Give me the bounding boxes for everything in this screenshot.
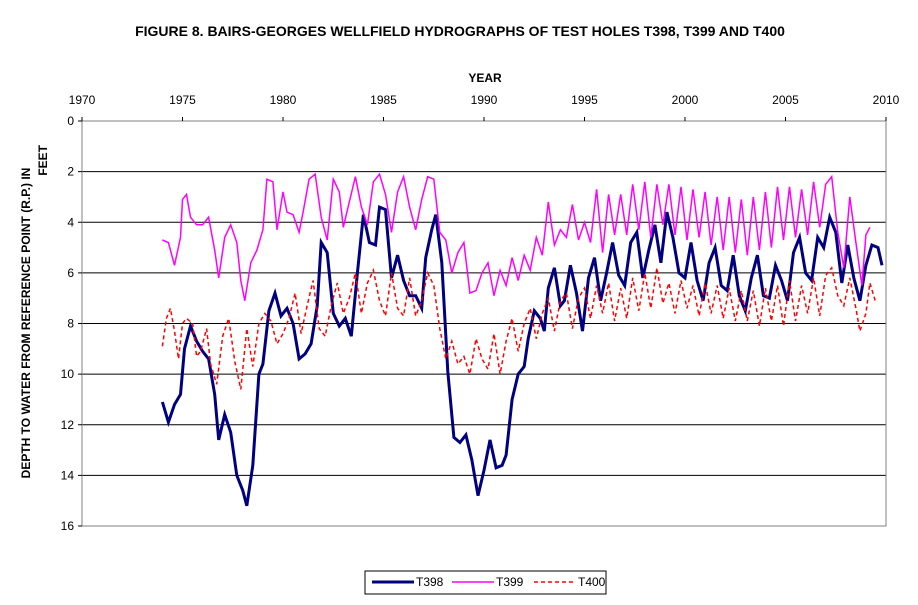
x-tick-label: 2005 xyxy=(772,93,799,107)
legend-label-t400: T400 xyxy=(578,575,606,589)
series-layer xyxy=(160,172,884,507)
y-axis: 0 2 4 6 8 10 12 14 16 xyxy=(61,114,82,533)
y-tick-label: 8 xyxy=(67,317,74,331)
y-axis-title-line2: FEET xyxy=(36,144,50,175)
y-tick-label: 14 xyxy=(61,468,75,482)
x-tick-label: 1970 xyxy=(69,93,96,107)
y-tick-label: 10 xyxy=(61,367,75,381)
x-tick-label: 1980 xyxy=(270,93,297,107)
gridlines xyxy=(82,171,886,476)
y-tick-label: 12 xyxy=(61,418,75,432)
series-line-t398 xyxy=(160,204,884,507)
y-tick-label: 16 xyxy=(61,519,75,533)
y-tick-label: 4 xyxy=(67,215,74,229)
legend-label-t399: T399 xyxy=(496,575,524,589)
y-axis-title-group: DEPTH TO WATER FROM REFERENCE POINT (R.P… xyxy=(19,144,50,478)
legend-label-t398: T398 xyxy=(416,575,444,589)
y-tick-label: 6 xyxy=(67,266,74,280)
x-axis-title: YEAR xyxy=(468,71,502,85)
series-line-t399 xyxy=(162,172,871,301)
x-tick-label: 2010 xyxy=(873,93,900,107)
chart-title: FIGURE 8. BAIRS-GEORGES WELLFIELD HYDROG… xyxy=(135,23,785,39)
x-axis: 1970 1975 1980 1985 1990 1995 2000 2005 2010 xyxy=(69,93,900,121)
x-tick-label: 1990 xyxy=(471,93,498,107)
y-tick-label: 2 xyxy=(67,165,74,179)
x-tick-label: 1995 xyxy=(571,93,598,107)
x-tick-label: 1985 xyxy=(370,93,397,107)
y-axis-title-line1: DEPTH TO WATER FROM REFERENCE POINT (R.P… xyxy=(19,168,33,479)
legend: T398 T399 T400 xyxy=(364,570,607,595)
x-tick-label: 1975 xyxy=(169,93,196,107)
x-tick-label: 2000 xyxy=(672,93,699,107)
y-tick-label: 0 xyxy=(67,114,74,128)
